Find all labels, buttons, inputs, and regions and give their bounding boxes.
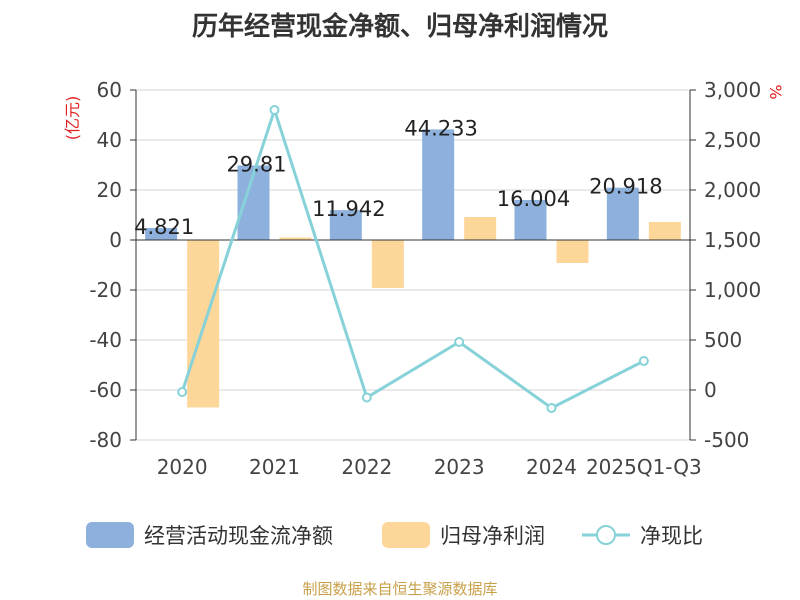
ratio-line <box>177 105 649 413</box>
legend-swatch-cashflow <box>86 522 134 548</box>
right-tick-label: 3,000 <box>704 78 761 102</box>
right-tick-label: -500 <box>704 428 749 452</box>
right-tick-label: 2,500 <box>704 128 761 152</box>
cashflow-label: 4.821 <box>134 215 194 239</box>
axes: 60 40 20 0 -20 -40 -60 -80 3,000 2,500 2,000 1,500 1… <box>63 78 785 479</box>
cashflow-label: 11.942 <box>312 197 385 221</box>
right-tick-label: 500 <box>704 328 742 352</box>
cashflow-label: 20.918 <box>589 175 662 199</box>
net-profit-bar <box>279 237 312 240</box>
cashflow-bar <box>606 187 639 240</box>
right-tick-label: 2,000 <box>704 178 761 202</box>
left-axis-unit: (亿元) <box>63 96 82 141</box>
right-tick-label: 0 <box>704 378 717 402</box>
legend-swatch-net-profit <box>382 522 430 548</box>
ratio-point <box>546 403 557 413</box>
ratio-point <box>361 392 372 403</box>
cashflow-bar <box>422 129 455 240</box>
cashflow-bar <box>329 210 362 240</box>
cashflow-label: 16.004 <box>497 187 570 211</box>
legend: 经营活动现金流净额 归母净利润 净现比 <box>86 522 703 548</box>
right-tick-label: 1,500 <box>704 228 761 252</box>
cashflow-bar <box>145 227 178 240</box>
cashflow-label: 29.81 <box>226 152 286 176</box>
left-tick-label: -60 <box>89 378 122 402</box>
legend-label-net-profit: 归母净利润 <box>440 524 545 548</box>
right-tick-label: 1,000 <box>704 278 761 302</box>
net-profit-bar <box>556 240 589 263</box>
ratio-point <box>177 387 188 397</box>
left-tick-label: -40 <box>89 328 122 352</box>
ratio-point <box>269 105 280 115</box>
chart-title: 历年经营现金净额、归母净利润情况 <box>191 12 608 42</box>
category-label: 2021 <box>249 455 300 479</box>
left-tick-label: 0 <box>109 228 122 252</box>
net-profit-bar <box>464 217 497 240</box>
category-label: 2024 <box>526 455 577 479</box>
net-profit-bar <box>371 240 404 288</box>
ratio-line-path <box>180 105 645 410</box>
net-profit-bar <box>648 222 681 240</box>
left-tick-label: -20 <box>89 278 122 302</box>
category-label: 2020 <box>157 455 208 479</box>
category-label: 2022 <box>341 455 392 479</box>
legend-label-cashflow: 经营活动现金流净额 <box>144 524 333 548</box>
data-labels: 4.821 29.81 11.942 44.233 16.004 20.918 <box>134 116 662 239</box>
legend-label-ratio: 净现比 <box>640 524 703 548</box>
source-note: 制图数据来自恒生聚源数据库 <box>302 580 498 598</box>
cashflow-label: 44.233 <box>404 116 477 140</box>
cashflow-bar <box>514 199 547 240</box>
ratio-point <box>454 337 465 347</box>
ratio-point <box>638 356 649 366</box>
legend-marker-ratio <box>596 525 616 545</box>
left-tick-label: -80 <box>89 428 122 452</box>
category-label: 2025Q1-Q3 <box>586 455 702 479</box>
category-label: 2023 <box>434 455 485 479</box>
right-axis-unit: % <box>766 84 785 99</box>
left-tick-label: 20 <box>97 178 122 202</box>
left-tick-label: 60 <box>97 78 122 102</box>
left-tick-label: 40 <box>97 128 122 152</box>
